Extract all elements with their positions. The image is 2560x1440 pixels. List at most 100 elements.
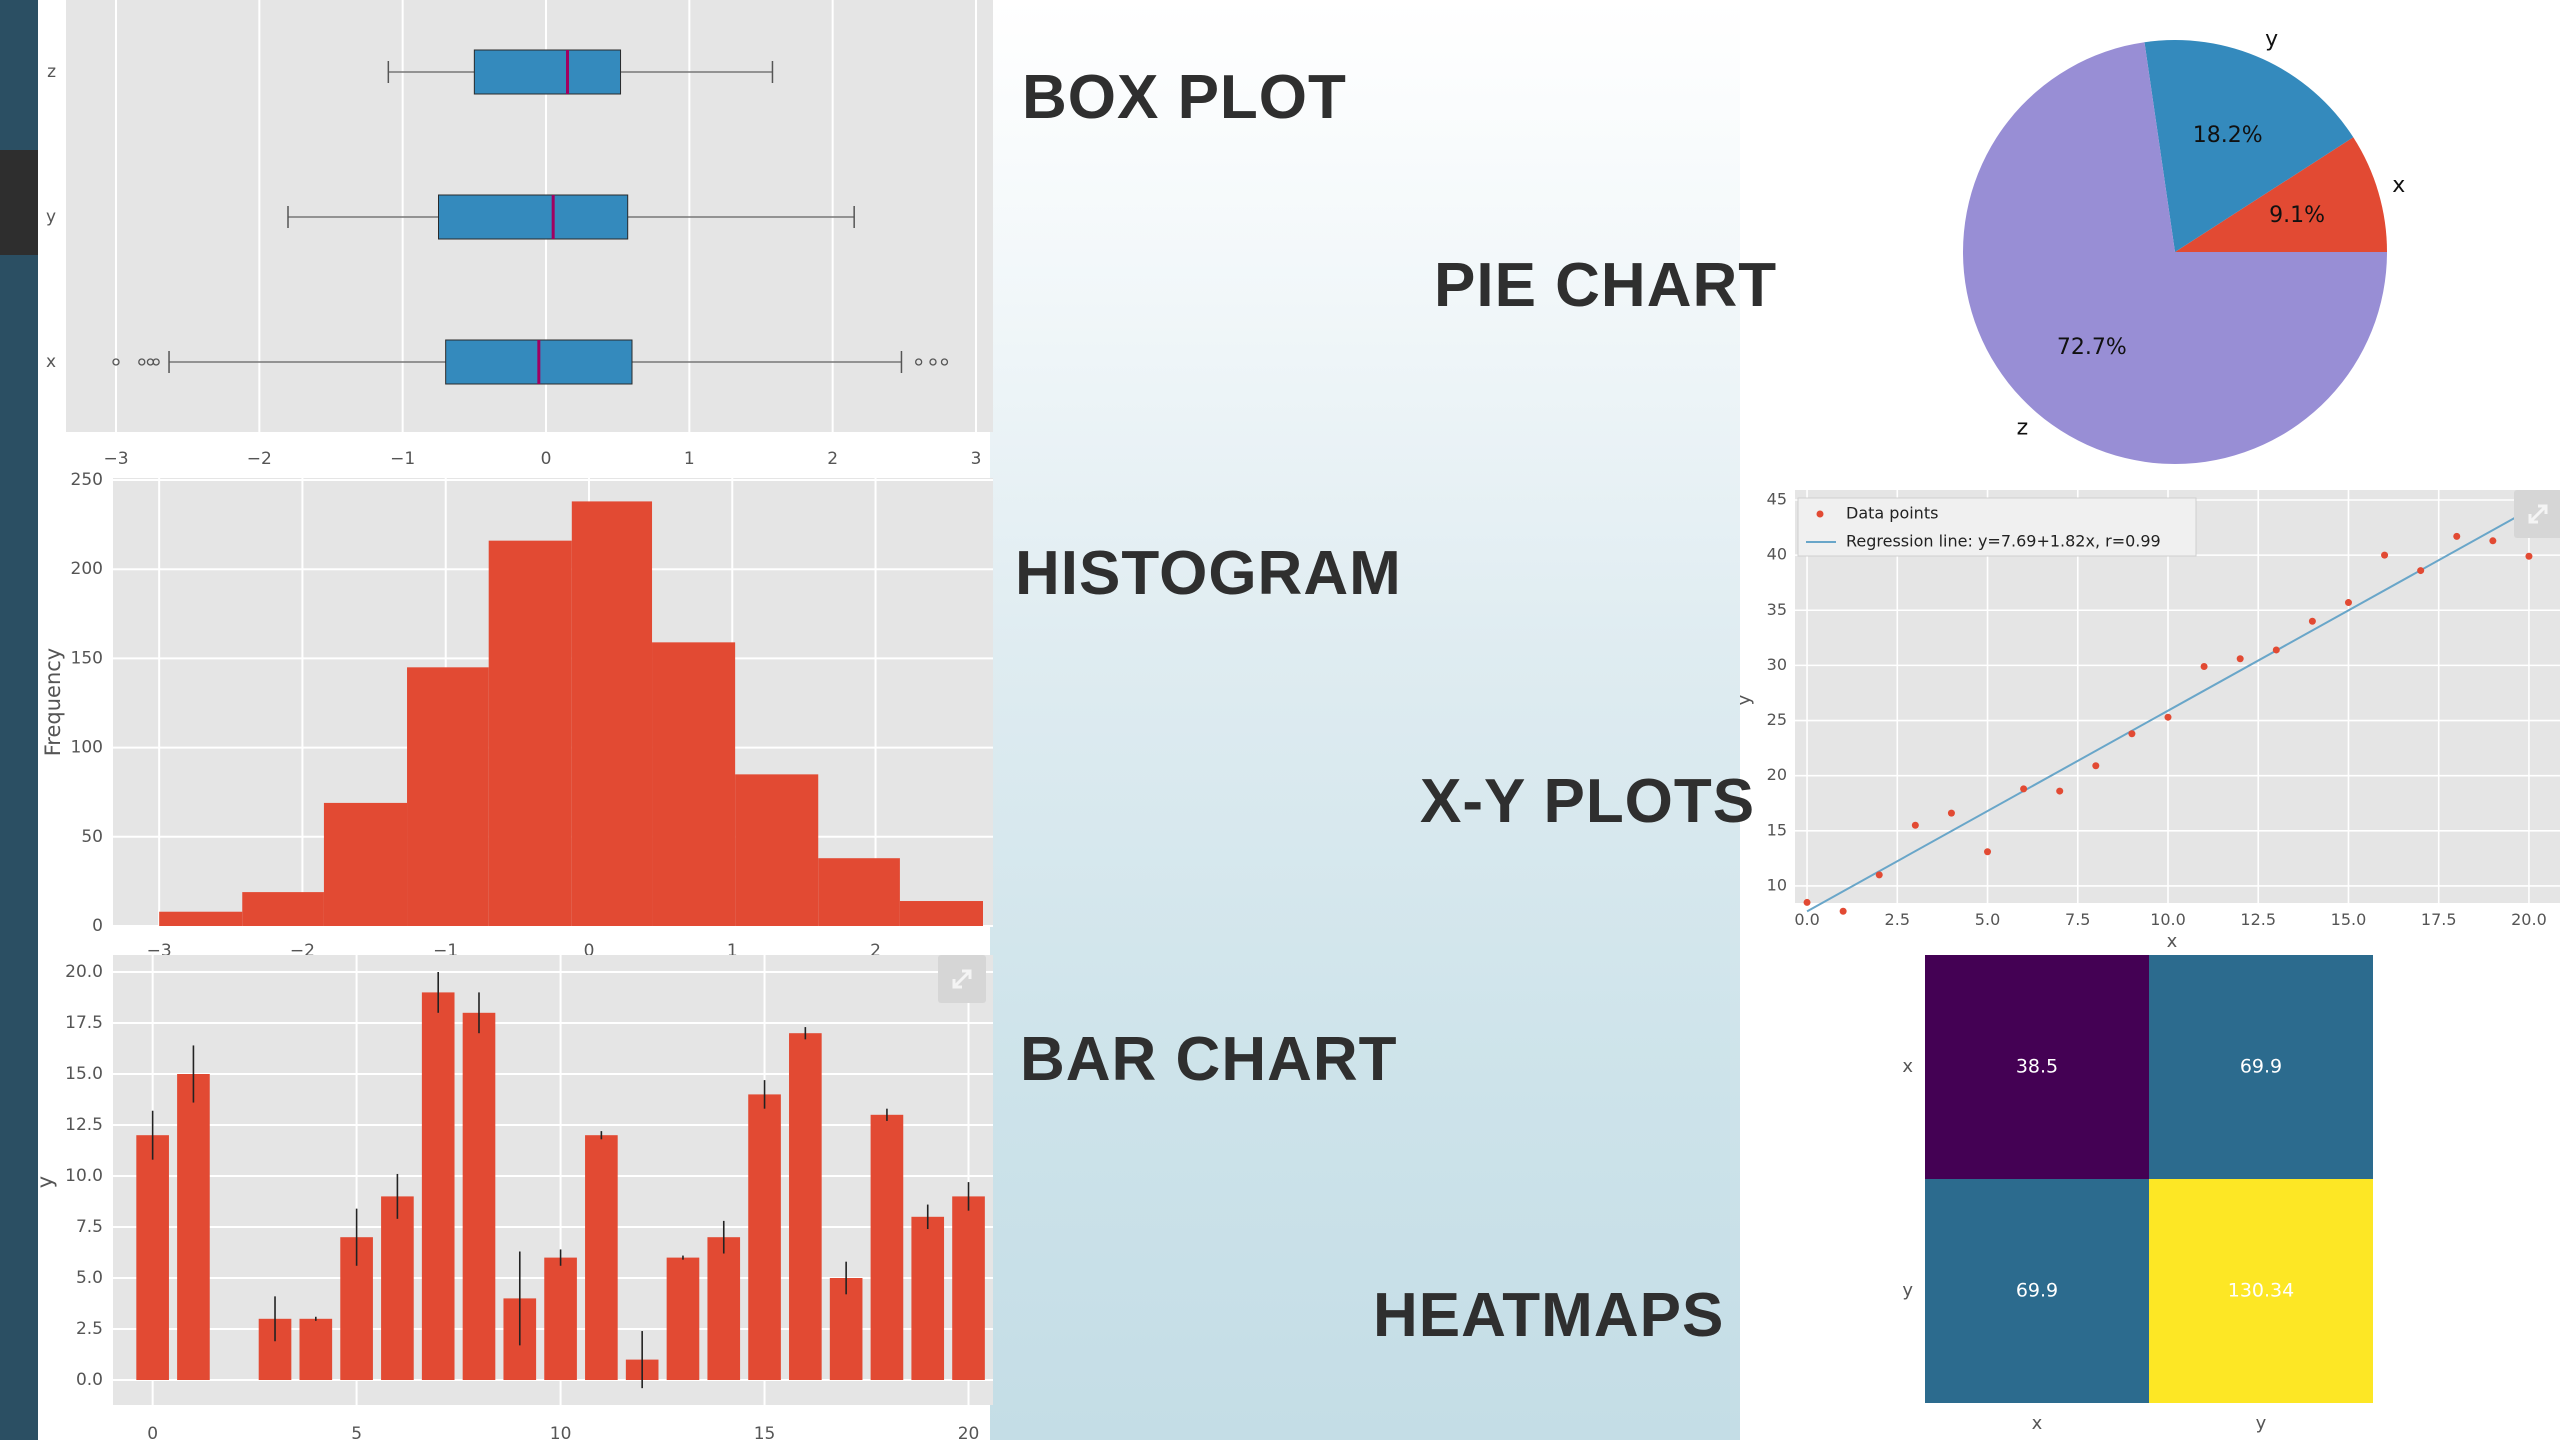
x-tick-label: 15	[754, 1424, 776, 1440]
y-tick-label: 100	[71, 738, 103, 758]
data-point	[2056, 787, 2064, 795]
data-point	[2236, 655, 2244, 663]
y-tick-label: 15	[1767, 820, 1787, 839]
bar	[748, 1094, 781, 1380]
bar	[462, 1012, 496, 1380]
data-point	[2417, 567, 2425, 575]
x-tick-label: 2.5	[1885, 910, 1910, 929]
bar-chart: 0 5 10 15 20 0.0 2.5 5.0 7.5 10.0 12.5 15.0 17.5 20.0…	[38, 955, 993, 1440]
pie-slice	[2175, 137, 2387, 252]
y-tick-label: 10	[1767, 875, 1787, 894]
y-tick-label: y	[46, 207, 56, 227]
y-tick-label: 35	[1767, 600, 1787, 619]
bar	[585, 1135, 618, 1380]
pie-category-label: y	[2265, 27, 2278, 52]
x-tick-label: 0	[584, 941, 595, 958]
histogram-bar	[323, 802, 408, 926]
bar	[299, 1318, 333, 1380]
x-tick-label: 7.5	[2065, 910, 2090, 929]
x-tick-label: 20.0	[2511, 910, 2547, 929]
x-tick-label: 2	[870, 941, 881, 958]
bar	[177, 1074, 210, 1380]
pie-percent-label: 72.7%	[2057, 335, 2127, 360]
y-tick-label: 5.0	[76, 1268, 103, 1288]
heatmap-cell	[2149, 955, 2373, 1179]
label-histogram: HISTOGRAM	[1015, 539, 1402, 608]
bar	[666, 1257, 700, 1380]
x-tick-label: −3	[147, 941, 172, 958]
data-point	[2381, 551, 2389, 559]
x-tick-label: 0	[541, 449, 552, 468]
y-tick-label: 150	[71, 648, 103, 668]
bar	[544, 1257, 577, 1380]
y-tick-label: x	[46, 352, 56, 372]
x-tick-label: 5.0	[1975, 910, 2000, 929]
x-tick-label: 0.0	[1794, 910, 1819, 929]
data-point	[2453, 532, 2461, 540]
y-tick-label: 15.0	[65, 1064, 103, 1084]
outlier-point	[112, 358, 120, 366]
histogram-bar	[735, 774, 819, 926]
legend-box	[1797, 497, 2197, 557]
bar	[952, 1196, 985, 1380]
histogram-bar	[818, 858, 900, 926]
outlier-point	[138, 358, 146, 366]
x-tick-label: 15.0	[2331, 910, 2367, 929]
label-bar-chart: BAR CHART	[1020, 1025, 1398, 1094]
legend-marker	[1816, 510, 1824, 518]
y-tick-label: 45	[1767, 490, 1787, 509]
x-tick-label: 20	[958, 1424, 980, 1440]
y-tick-label: 10.0	[65, 1166, 103, 1186]
data-point	[2020, 785, 2028, 793]
expand-icon[interactable]	[2514, 490, 2560, 538]
outlier-point	[940, 358, 949, 366]
legend-label: Regression line: y=7.69+1.82x, r=0.99	[1846, 532, 2161, 551]
bar	[789, 1033, 822, 1380]
x-tick-label: 12.5	[2240, 910, 2276, 929]
x-tick-label: 5	[351, 1424, 362, 1440]
x-tick-label: 3	[971, 449, 982, 468]
data-point	[2164, 713, 2172, 721]
heatmap-chart: 38.5 69.9 69.9 130.34 x y x y	[1902, 955, 2373, 1434]
y-tick-label: 12.5	[65, 1115, 103, 1135]
bar	[870, 1114, 904, 1380]
data-point	[2272, 646, 2280, 654]
y-tick-label: 17.5	[65, 1013, 103, 1033]
y-tick-label: 20	[1767, 765, 1787, 784]
histogram-bar	[488, 540, 572, 926]
y-tick-label: 30	[1767, 655, 1787, 674]
y-axis-label: y	[38, 1176, 57, 1188]
bar	[829, 1278, 863, 1380]
heatmap-y-label: y	[1902, 1280, 1913, 1301]
heatmap-y-label: x	[1902, 1056, 1913, 1077]
pie-chart: 9.1% x 18.2% y 72.7% z	[1963, 27, 2405, 464]
data-point	[2525, 552, 2533, 560]
sidebar-tab[interactable]	[0, 150, 38, 255]
y-tick-label: 200	[71, 559, 103, 579]
histogram-bar	[159, 911, 243, 926]
x-tick-label: 10.0	[2150, 910, 2186, 929]
bar	[707, 1237, 741, 1380]
pie-slice	[1963, 42, 2387, 464]
label-pie-chart: PIE CHART	[1434, 251, 1778, 320]
y-axis-label: y	[1740, 694, 1755, 705]
histogram-chart: 0 50 100 150 200 250 −3 −2 −1 0 1 2 Frequency	[41, 470, 993, 958]
heatmap-cell	[1925, 1179, 2149, 1403]
x-tick-label: −1	[390, 449, 415, 468]
expand-icon[interactable]	[938, 955, 986, 1003]
heatmap-x-label: x	[2032, 1413, 2043, 1434]
y-tick-label: 0.0	[76, 1370, 103, 1390]
regression-line	[1806, 509, 2530, 913]
histogram-bar	[571, 501, 653, 926]
data-point	[1839, 907, 1847, 915]
y-tick-label: 250	[71, 470, 103, 490]
heatmap-cell-value: 38.5	[2016, 1056, 2058, 1078]
x-tick-label: 1	[727, 941, 738, 958]
data-point	[2489, 537, 2497, 545]
pie-percent-label: 18.2%	[2193, 123, 2263, 148]
y-tick-label: 7.5	[76, 1217, 103, 1237]
label-heatmaps: HEATMAPS	[1373, 1281, 1725, 1350]
y-tick-label: 40	[1767, 545, 1787, 564]
box	[473, 49, 622, 95]
